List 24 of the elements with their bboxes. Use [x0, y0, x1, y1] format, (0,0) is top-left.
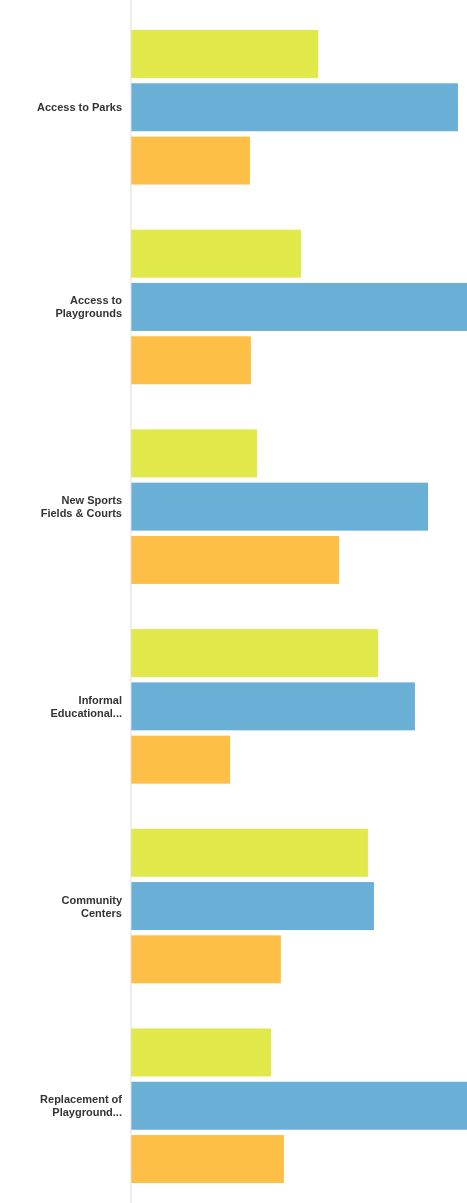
bar [131, 136, 250, 185]
y-tick-label: Replacement of Playground... [40, 1093, 123, 1119]
bar [131, 429, 257, 478]
bar [131, 336, 251, 385]
y-tick-label: New Sports Fields & Courts [40, 494, 122, 520]
bar [131, 29, 319, 78]
y-tick-label: Access to Playgrounds [55, 294, 123, 320]
bar [131, 735, 231, 784]
bar [131, 935, 281, 984]
bar [131, 882, 374, 931]
bar [131, 682, 415, 731]
bar [131, 828, 368, 877]
bar [131, 629, 378, 678]
bar [131, 83, 458, 132]
y-tick-label: Community Centers [61, 893, 123, 919]
y-tick-label: Access to Parks [37, 101, 122, 114]
bar [131, 282, 467, 331]
bar [131, 1081, 467, 1130]
bar [131, 535, 339, 584]
bar [131, 229, 302, 278]
bar [131, 482, 429, 531]
bar [131, 1135, 284, 1184]
bar [131, 1028, 272, 1077]
y-tick-label: Informal Educational... [50, 693, 122, 719]
